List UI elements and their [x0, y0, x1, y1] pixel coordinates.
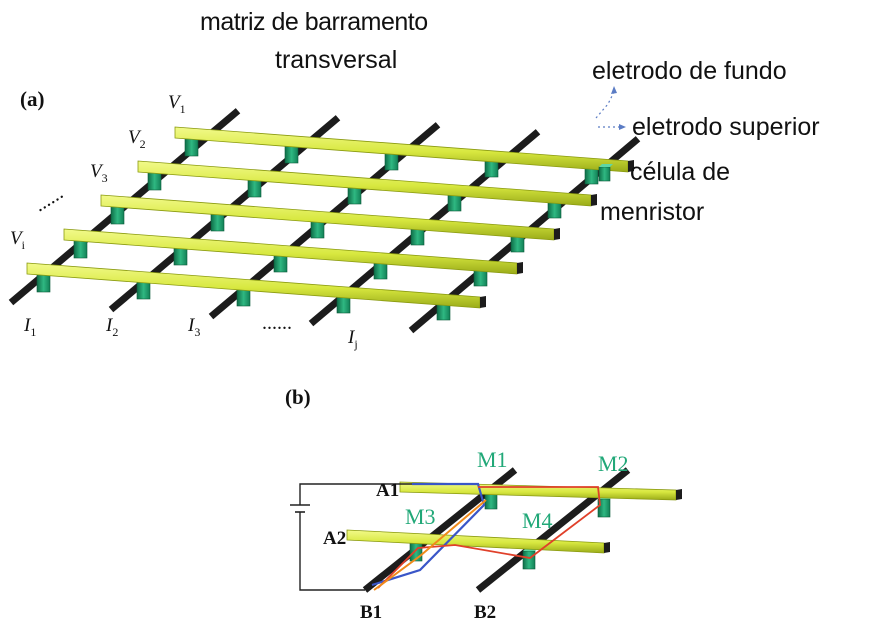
top-electrode — [63, 228, 523, 275]
col-label-symbol: I — [24, 315, 31, 336]
circuit-wire — [299, 512, 365, 591]
cell-label-m4: M4 — [522, 508, 553, 533]
row-label-a1: A1 — [376, 480, 400, 501]
col-label-subscript: j — [354, 336, 358, 351]
row-label-vi: Vi — [10, 228, 25, 253]
col-label-subscript: 2 — [112, 324, 119, 339]
legend-bottom-pointer — [595, 91, 615, 119]
row-label-subscript: i — [21, 237, 25, 252]
arrow-icon — [619, 124, 626, 130]
row-label-subscript: 2 — [139, 136, 146, 151]
row-label-symbol: V — [10, 228, 22, 249]
col-label-subscript: 1 — [30, 324, 37, 339]
top-electrode — [346, 529, 610, 554]
row-label-a2: A2 — [323, 528, 347, 549]
cell-label-m2: M2 — [598, 451, 629, 476]
row-label-v3: V3 — [90, 161, 108, 186]
top-electrode — [26, 262, 486, 309]
row-label-symbol: V — [168, 92, 180, 113]
col-ellipsis: ...... — [262, 312, 292, 334]
col-label-symbol: I — [188, 315, 195, 336]
memristor-swatch-icon — [598, 164, 613, 182]
top-electrode — [100, 194, 560, 241]
col-label-b2: B2 — [474, 602, 497, 623]
col-label-i2: I2 — [106, 315, 118, 340]
row-label-symbol: V — [128, 127, 140, 148]
col-label-subscript: 3 — [194, 324, 201, 339]
current-path-red — [377, 486, 601, 589]
panel-a-label: (a) — [20, 87, 45, 111]
row-label-symbol: V — [90, 161, 102, 182]
col-label-b1: B1 — [360, 602, 383, 623]
legend-bottom-electrode: eletrodo de fundo — [592, 57, 787, 85]
col-label-i3: I3 — [188, 315, 200, 340]
title-line-1: matriz de barramento — [200, 8, 428, 36]
panel-b-label: (b) — [285, 385, 311, 409]
title-line-2: transversal — [275, 46, 398, 74]
col-label-ij: Ij — [348, 327, 358, 352]
row-label-subscript: 3 — [101, 170, 108, 185]
arrow-icon — [611, 86, 617, 94]
top-electrode — [174, 126, 634, 173]
legend-cell-line-1: célula de — [630, 158, 731, 186]
legend-top-electrode: eletrodo superior — [632, 113, 820, 141]
row-label-v1: V1 — [168, 92, 186, 117]
row-label-subscript: 1 — [179, 101, 186, 116]
legend-cell-line-2: menristor — [600, 198, 705, 226]
col-label-symbol: I — [106, 315, 113, 336]
col-label-i1: I1 — [24, 315, 36, 340]
cell-label-m3: M3 — [405, 504, 436, 529]
cell-label-m1: M1 — [477, 447, 508, 472]
current-path-blue — [371, 482, 486, 587]
row-label-v2: V2 — [128, 127, 146, 152]
col-label-symbol: I — [348, 327, 355, 348]
current-path-orange — [373, 499, 487, 591]
top-electrode — [137, 160, 597, 207]
